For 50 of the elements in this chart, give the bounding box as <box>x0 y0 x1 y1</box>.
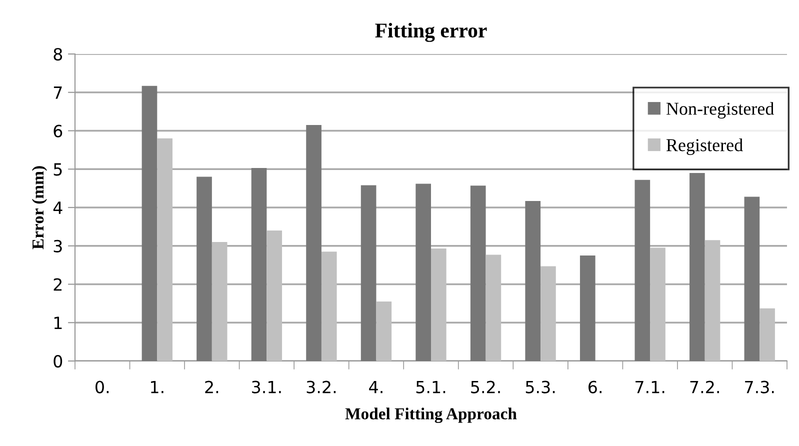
y-tick-label: 6 <box>54 124 62 138</box>
bar <box>525 200 541 361</box>
bar <box>416 184 431 361</box>
x-tick-label: 3.1. <box>252 380 281 394</box>
x-tick-label: 3.2. <box>306 380 336 394</box>
y-tick-label: 4 <box>53 202 62 214</box>
legend-label: Non-registered <box>666 102 774 119</box>
bar <box>157 138 172 361</box>
bar <box>251 168 267 361</box>
bar <box>540 266 556 361</box>
y-axis-title: Error (mm) <box>32 166 48 250</box>
bar <box>142 86 158 361</box>
bar <box>470 186 486 361</box>
x-tick-label: 6. <box>588 380 602 394</box>
bar <box>212 242 228 361</box>
x-tick-label: 0. <box>96 380 109 394</box>
bar <box>196 176 212 361</box>
bar <box>376 302 392 361</box>
bar <box>360 185 376 361</box>
x-tick-label: 2. <box>205 380 218 394</box>
x-tick-label: 7.1. <box>636 380 664 394</box>
x-tick-label: 7.2. <box>690 380 719 394</box>
bar <box>650 248 666 361</box>
bar <box>306 124 322 361</box>
bar <box>744 196 760 361</box>
y-tick-label: 0 <box>54 354 62 368</box>
chart-title: Fitting error <box>375 22 487 42</box>
legend-label: Registered <box>666 138 743 155</box>
x-tick-label: 5.3. <box>526 380 555 394</box>
y-tick-label: 2 <box>54 278 62 291</box>
bar <box>486 254 502 361</box>
bar <box>704 240 720 361</box>
bar <box>266 230 282 361</box>
x-tick-label: 7.3. <box>745 380 774 394</box>
x-axis-title: Model Fitting Approach <box>345 408 517 423</box>
bar <box>634 180 650 361</box>
y-tick-label: 8 <box>54 48 62 61</box>
x-tick-label: 1. <box>151 380 164 394</box>
y-tick-label: 1 <box>54 316 62 329</box>
x-tick-label: 5.1. <box>416 380 446 394</box>
bar <box>690 172 705 361</box>
x-tick-label: 5.2. <box>471 380 500 394</box>
bar <box>321 252 337 361</box>
y-tick-label: 7 <box>54 86 62 99</box>
bar <box>431 248 446 361</box>
bar <box>760 308 775 361</box>
x-tick-label: 4. <box>369 380 382 394</box>
bar <box>580 255 596 361</box>
y-tick-label: 3 <box>54 240 62 252</box>
y-tick-label: 5 <box>54 163 62 176</box>
